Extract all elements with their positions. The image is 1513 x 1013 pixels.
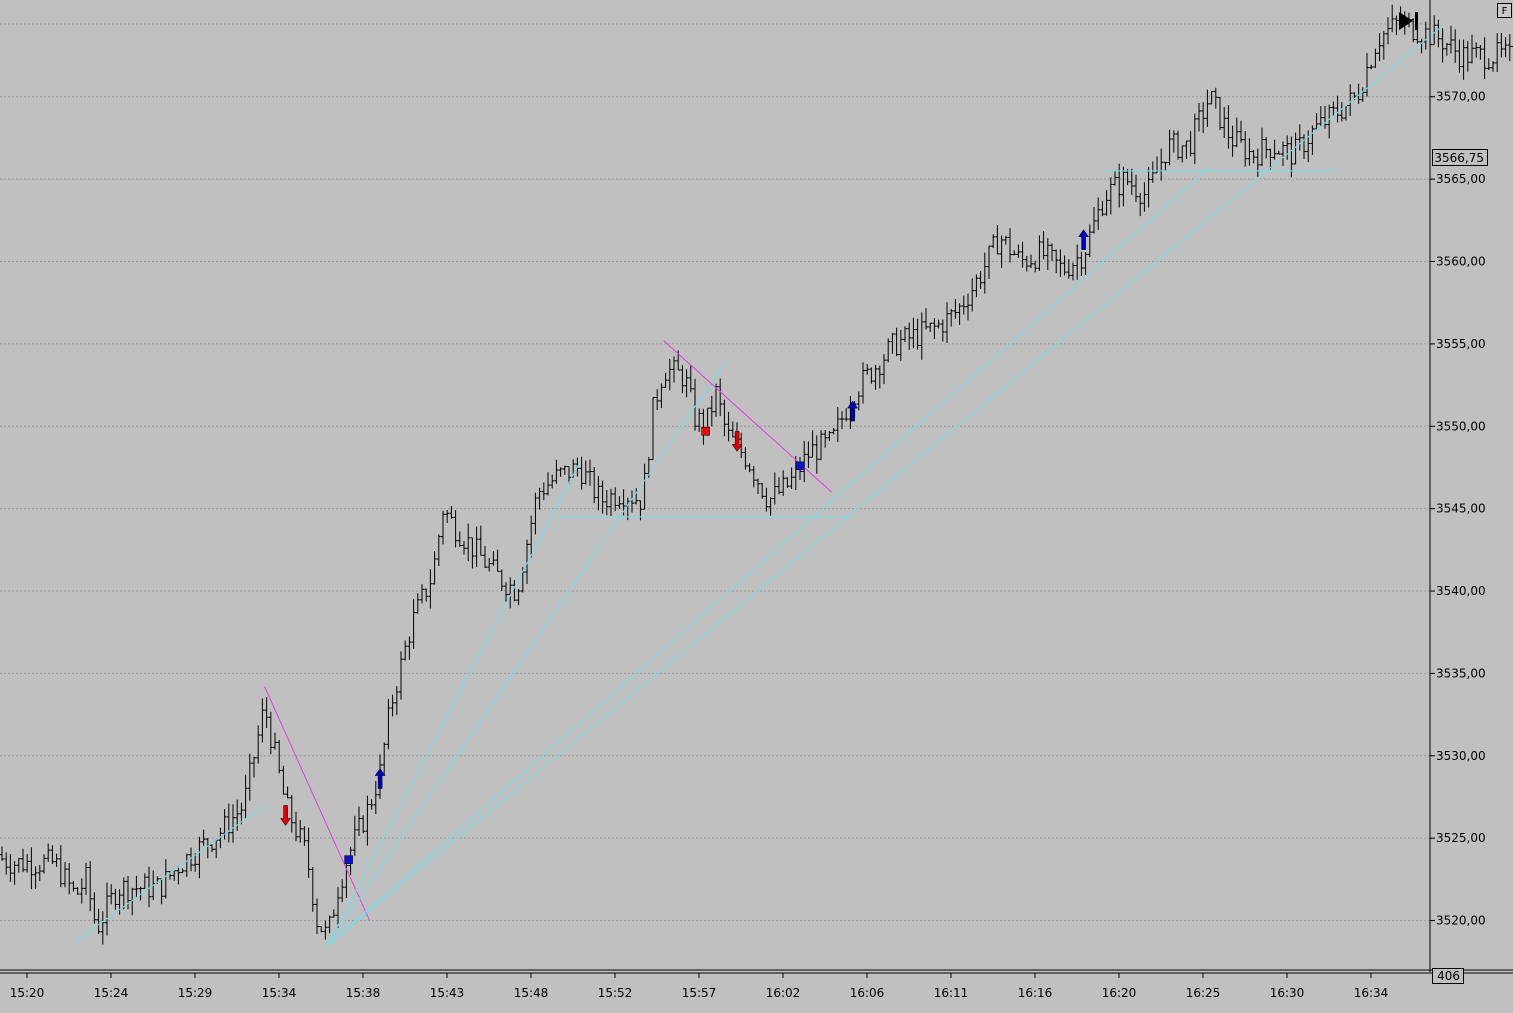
trend-line	[327, 360, 728, 946]
x-tick-label: 15:20	[10, 986, 45, 1000]
x-tick-label: 15:34	[262, 986, 297, 1000]
sell-arrow-icon	[280, 805, 292, 826]
y-tick-label: 3530,00	[1436, 749, 1486, 763]
buy-square-marker	[344, 855, 353, 864]
y-tick-label: 3540,00	[1436, 584, 1486, 598]
x-tick-label: 16:34	[1354, 986, 1389, 1000]
x-tick-label: 16:20	[1102, 986, 1137, 1000]
buy-square-marker	[795, 461, 805, 471]
trend-line	[327, 167, 1210, 946]
x-tick-label: 15:57	[682, 986, 717, 1000]
last-price-tag: 3566,75	[1432, 149, 1488, 166]
x-tick-label: 16:02	[766, 986, 801, 1000]
y-tick-label: 3520,00	[1436, 914, 1486, 928]
f-button[interactable]: F	[1497, 3, 1512, 18]
y-tick-label: 3560,00	[1436, 255, 1486, 269]
x-tick-label: 16:16	[1018, 986, 1053, 1000]
x-tick-label: 15:29	[178, 986, 213, 1000]
sell-square-marker	[701, 426, 710, 436]
y-tick-label: 3545,00	[1436, 502, 1486, 516]
resistance-line	[264, 686, 371, 921]
volume-tag: 406	[1432, 968, 1464, 984]
trend-line	[327, 27, 1441, 946]
go-to-end-icon[interactable]	[1397, 9, 1421, 33]
x-tick-label: 16:06	[850, 986, 885, 1000]
x-tick-label: 16:25	[1186, 986, 1221, 1000]
y-tick-label: 3535,00	[1436, 666, 1486, 680]
trend-line	[327, 462, 581, 946]
trend-line	[75, 804, 265, 942]
y-tick-label: 3555,00	[1436, 337, 1486, 351]
sell-arrow-icon	[731, 431, 743, 452]
y-tick-label: 3525,00	[1436, 831, 1486, 845]
x-tick-label: 16:11	[934, 986, 969, 1000]
y-tick-label: 3565,00	[1436, 172, 1486, 186]
buy-arrow-icon	[1078, 229, 1090, 250]
buy-arrow-icon	[847, 400, 859, 422]
x-tick-label: 15:24	[94, 986, 129, 1000]
x-tick-label: 15:43	[430, 986, 465, 1000]
y-tick-label: 3570,00	[1436, 90, 1486, 104]
buy-arrow-icon	[374, 768, 386, 789]
x-tick-label: 15:48	[514, 986, 549, 1000]
x-tick-label: 15:52	[598, 986, 633, 1000]
y-tick-label: 3550,00	[1436, 419, 1486, 433]
x-tick-label: 15:38	[346, 986, 381, 1000]
x-tick-label: 16:30	[1270, 986, 1305, 1000]
